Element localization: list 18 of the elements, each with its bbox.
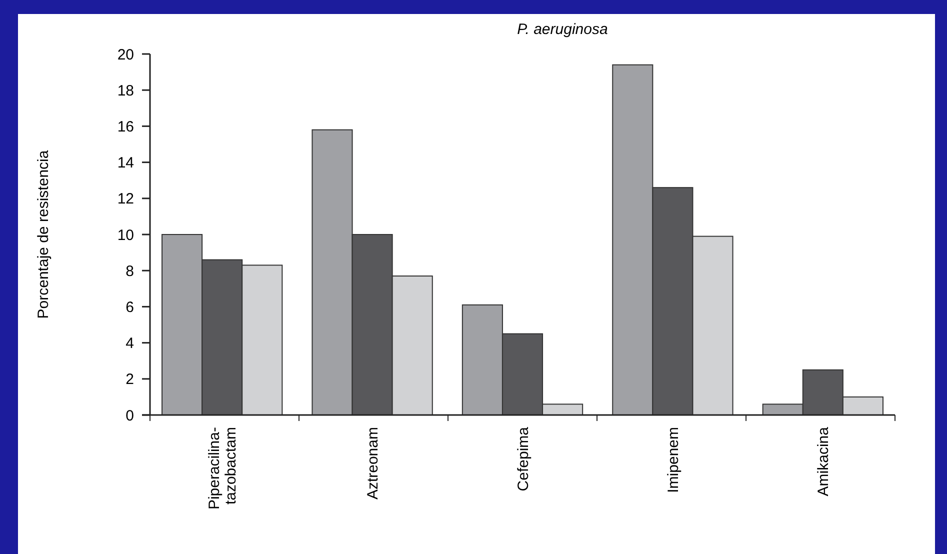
y-tick-label: 18 (117, 82, 134, 100)
x-tick-label: Aztreonam (364, 427, 382, 500)
y-tick-label: 2 (126, 371, 134, 388)
y-tick-label: 0 (126, 407, 134, 424)
y-tick-label: 8 (126, 262, 134, 280)
x-tick-label: Amikacina (815, 426, 832, 496)
y-tick-label: 10 (117, 226, 134, 244)
y-tick-label: 4 (126, 335, 134, 352)
y-axis-title: Porcentaje de resistencia (35, 150, 52, 319)
y-tick-label: 16 (117, 118, 134, 136)
chart-title: P. aeruginosa (517, 21, 608, 38)
y-tick-label: 20 (117, 46, 134, 64)
y-tick-label: 12 (117, 190, 134, 208)
y-tick-label: 6 (126, 298, 134, 316)
x-tick-label: Imipenem (664, 427, 682, 493)
x-tick-label: Cefepima (514, 426, 532, 492)
y-tick-label: 14 (117, 154, 134, 172)
x-tick-label: Piperacilina- tazobactam (206, 427, 240, 510)
